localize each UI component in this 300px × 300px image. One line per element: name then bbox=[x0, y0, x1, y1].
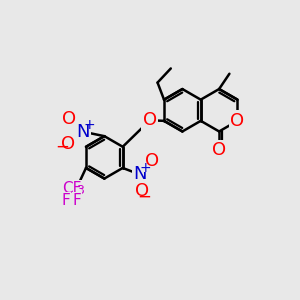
Text: O: O bbox=[230, 112, 244, 130]
Text: 3: 3 bbox=[76, 184, 84, 197]
Text: O: O bbox=[143, 111, 157, 129]
Text: F: F bbox=[61, 193, 70, 208]
Text: +: + bbox=[83, 118, 95, 132]
Text: O: O bbox=[61, 135, 75, 153]
Text: −: − bbox=[137, 188, 151, 206]
Text: N: N bbox=[76, 123, 90, 141]
Text: −: − bbox=[55, 137, 69, 155]
Text: O: O bbox=[212, 141, 226, 159]
Text: N: N bbox=[133, 165, 146, 183]
Text: O: O bbox=[135, 182, 149, 200]
Text: +: + bbox=[140, 161, 152, 175]
Text: F: F bbox=[73, 193, 82, 208]
Text: O: O bbox=[62, 110, 76, 128]
Text: CF: CF bbox=[62, 181, 82, 196]
Text: O: O bbox=[145, 152, 159, 170]
